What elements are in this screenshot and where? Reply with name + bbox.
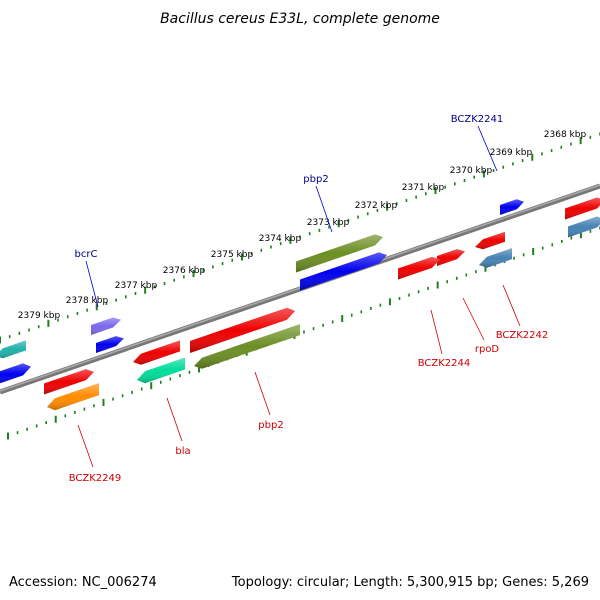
scale-labels: 2368 kbp 2369 kbp 2370 kbp 2371 kbp 2372 kbp… [18,130,587,321]
label-bla: bla [175,446,190,457]
gene-bczk2249 [47,383,99,411]
label-bczk2241: BCZK2241 [451,114,504,125]
accession-text: Accession: NC_006274 [9,575,157,590]
label-rpod: rpoD [475,344,500,355]
leader-bczk2241 [477,125,498,172]
label-bczk2244: BCZK2244 [418,358,471,369]
label-pbp2-top: pbp2 [303,174,328,185]
scale-label: 2368 kbp [544,130,587,140]
gene-pbp2-bottom [194,324,300,369]
label-bcrc: bcrC [75,249,98,260]
label-bczk2249: BCZK2249 [69,473,122,484]
scale-label: 2373 kbp [307,218,350,228]
leader-bla [166,397,183,442]
gene-bczk2244 [398,256,440,280]
leader-pbp2-top [315,185,333,233]
scale-ticks-outer [0,132,600,344]
leader-bczk2249 [77,424,94,468]
scale-label: 2378 kbp [66,296,109,306]
gene-rpod [437,249,465,266]
gene-bczk2243 [475,231,505,250]
label-pbp2-bottom: pbp2 [258,420,283,431]
gene-bla [137,357,185,384]
scale-label: 2374 kbp [259,234,302,244]
leader-bczk2244 [430,309,443,355]
gene-red-mid [133,340,180,365]
gene-features [0,197,600,411]
label-bczk2242: BCZK2242 [496,330,549,341]
gene-bczk2241 [500,199,524,215]
leader-rpod [462,297,485,341]
map-title: Bacillus cereus E33L, complete genome [160,11,440,27]
leader-bczk2242 [502,284,521,327]
gene-bcrc [91,317,121,335]
gene-teal-edge [0,340,26,359]
gene-steel-right [568,216,600,238]
gene-pbp2-top [296,234,383,273]
scale-label: 2375 kbp [211,250,254,260]
gene-labels: BCZK2241 pbp2 bcrC BCZK2242 rpoD BCZK224… [69,114,549,484]
scale-label: 2379 kbp [18,311,61,321]
scale-label: 2376 kbp [163,266,206,276]
scale-label: 2372 kbp [355,201,398,211]
gene-blue-edge [0,363,31,384]
gene-blue-small [96,336,124,353]
label-leaders [77,125,521,468]
gene-pbp2-red [190,307,295,353]
gene-bczk2242 [479,248,512,268]
gene-red-left [44,369,94,395]
scale-label: 2377 kbp [115,281,158,291]
gene-bczk2240 [565,197,600,220]
gene-pbp2-blue [300,252,387,291]
leader-pbp2-bottom [254,371,271,416]
summary-text: Topology: circular; Length: 5,300,915 bp… [231,575,589,590]
scale-label: 2370 kbp [450,166,493,176]
scale-label: 2369 kbp [490,148,533,158]
scale-label: 2371 kbp [402,183,445,193]
leader-bcrc [85,260,99,308]
